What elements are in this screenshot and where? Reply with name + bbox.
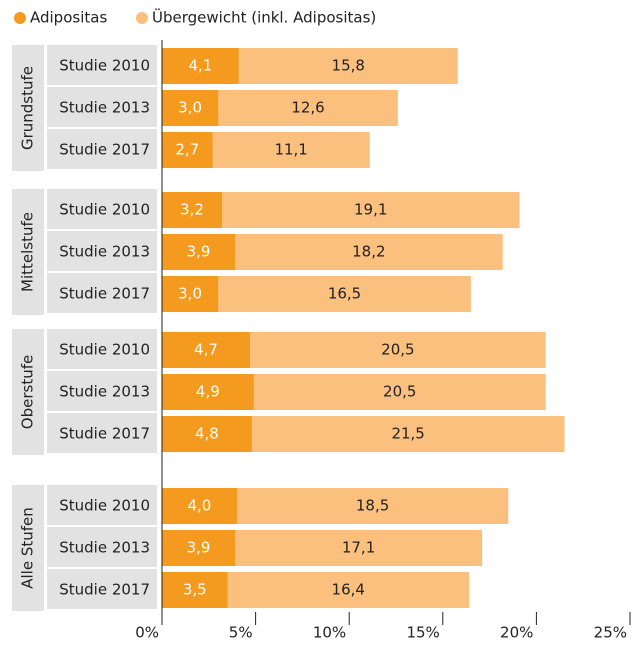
value-label: 3,5 xyxy=(183,581,207,599)
category-label-bg xyxy=(47,527,157,567)
category-label-bg xyxy=(47,413,157,453)
category-label: Studie 2010 xyxy=(59,341,150,359)
group-label: Grundstufe xyxy=(19,66,37,150)
bar xyxy=(162,572,228,608)
category-label-bg xyxy=(47,569,157,609)
bar xyxy=(162,416,252,452)
legend-marker xyxy=(136,12,148,24)
value-label: 17,1 xyxy=(342,539,375,557)
value-label: 11,1 xyxy=(274,141,307,159)
category-label-bg xyxy=(47,485,157,525)
value-label: 2,7 xyxy=(175,141,199,159)
value-label: 4,1 xyxy=(188,57,212,75)
bar xyxy=(162,234,236,270)
group-label-bg xyxy=(12,329,44,455)
group-label: Oberstufe xyxy=(19,355,37,429)
category-label: Studie 2013 xyxy=(59,243,150,261)
category-label: Studie 2013 xyxy=(59,383,150,401)
x-tick-label: 25% xyxy=(594,624,627,642)
category-label-bg xyxy=(47,189,157,229)
bar xyxy=(162,48,239,84)
legend-label: Adipositas xyxy=(30,9,107,27)
value-label: 3,2 xyxy=(180,201,204,219)
x-tick-label: 10% xyxy=(313,624,346,642)
value-label: 20,5 xyxy=(383,383,416,401)
bar xyxy=(162,332,250,368)
value-label: 4,8 xyxy=(195,425,219,443)
category-label-bg xyxy=(47,273,157,313)
x-tick-label: 20% xyxy=(500,624,533,642)
category-label: Studie 2010 xyxy=(59,57,150,75)
value-label: 19,1 xyxy=(354,201,387,219)
group-label: Alle Stufen xyxy=(19,507,37,589)
group-label-bg xyxy=(12,45,44,171)
category-label-bg xyxy=(47,329,157,369)
value-label: 16,4 xyxy=(332,581,365,599)
value-label: 16,5 xyxy=(328,285,361,303)
x-tick-label: 5% xyxy=(229,624,253,642)
bar xyxy=(162,192,222,228)
category-label: Studie 2017 xyxy=(59,285,150,303)
category-label: Studie 2017 xyxy=(59,581,150,599)
value-label: 3,9 xyxy=(187,243,211,261)
value-label: 3,0 xyxy=(178,99,202,117)
value-label: 3,0 xyxy=(178,285,202,303)
category-label: Studie 2010 xyxy=(59,497,150,515)
group-label: Mittelstufe xyxy=(19,212,37,292)
category-label-bg xyxy=(47,45,157,85)
value-label: 21,5 xyxy=(391,425,424,443)
bar xyxy=(162,374,254,410)
category-label-bg xyxy=(47,129,157,169)
bar xyxy=(162,90,219,126)
value-label: 18,2 xyxy=(352,243,385,261)
value-label: 15,8 xyxy=(332,57,365,75)
category-label-bg xyxy=(47,231,157,271)
value-label: 4,9 xyxy=(196,383,220,401)
legend-label: Übergewicht (inkl. Adipositas) xyxy=(152,8,376,27)
value-label: 4,0 xyxy=(188,497,212,515)
group-label-bg xyxy=(12,485,44,611)
category-label: Studie 2010 xyxy=(59,201,150,219)
category-label: Studie 2017 xyxy=(59,425,150,443)
category-label: Studie 2017 xyxy=(59,141,150,159)
bar xyxy=(162,488,237,524)
x-tick-label: 15% xyxy=(406,624,439,642)
bar xyxy=(162,276,219,312)
x-tick-label: 0% xyxy=(135,624,159,642)
value-label: 4,7 xyxy=(194,341,218,359)
category-label: Studie 2013 xyxy=(59,99,150,117)
value-label: 3,9 xyxy=(187,539,211,557)
value-label: 12,6 xyxy=(291,99,324,117)
value-label: 18,5 xyxy=(356,497,389,515)
value-label: 20,5 xyxy=(381,341,414,359)
category-label: Studie 2013 xyxy=(59,539,150,557)
category-label-bg xyxy=(47,371,157,411)
group-label-bg xyxy=(12,189,44,315)
bar xyxy=(162,132,213,168)
bar xyxy=(162,530,236,566)
legend-marker xyxy=(14,12,26,24)
category-label-bg xyxy=(47,87,157,127)
